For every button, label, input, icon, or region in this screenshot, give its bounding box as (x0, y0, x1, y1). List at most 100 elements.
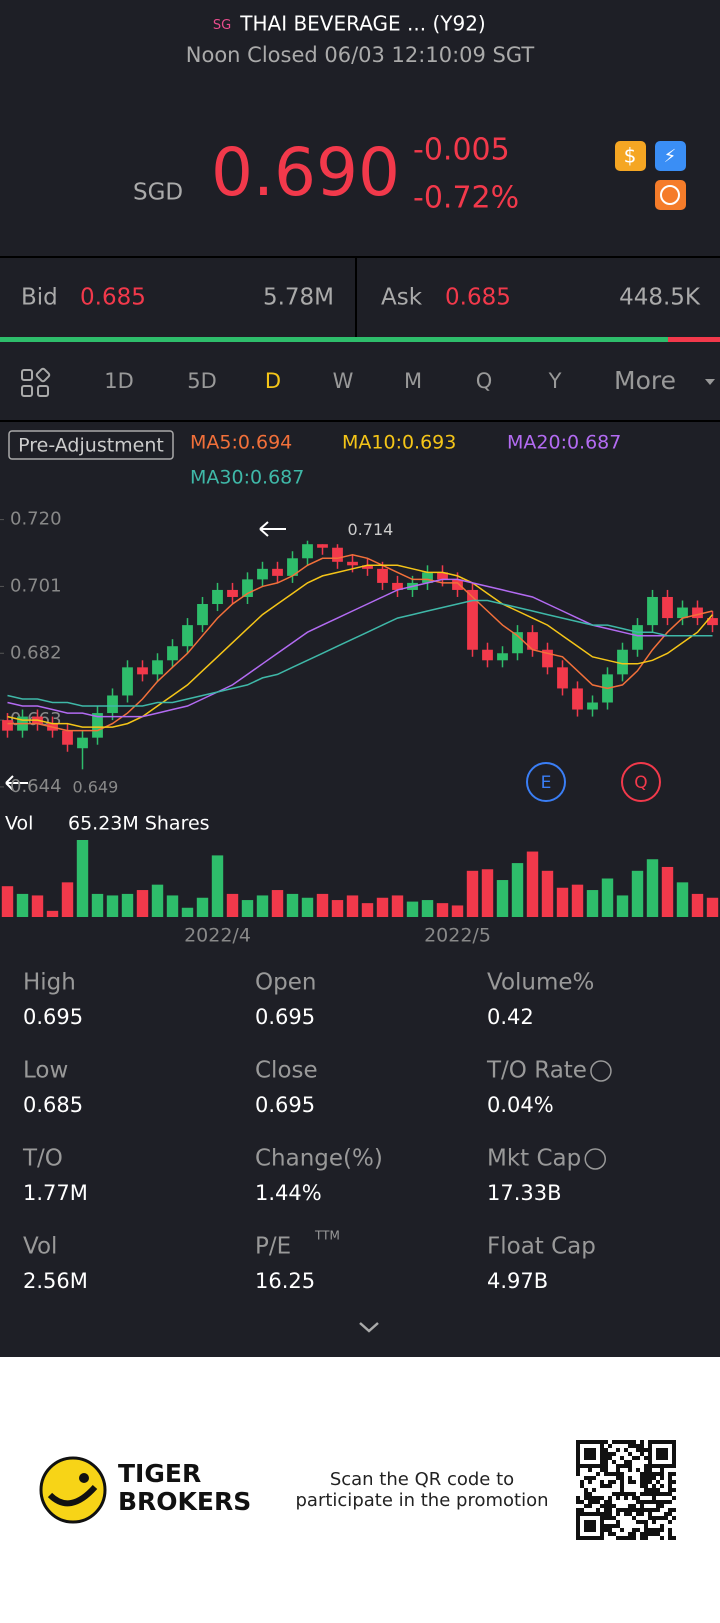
qr-module (604, 1528, 608, 1532)
candle-body (392, 582, 403, 590)
qr-module (624, 1512, 628, 1516)
y-tick-label: 0.701 (10, 575, 62, 596)
qr-module (640, 1476, 644, 1480)
footer-background (0, 1357, 720, 1623)
qr-module (660, 1468, 664, 1472)
event-marker[interactable] (526, 762, 566, 802)
period-tab[interactable]: More (614, 366, 676, 395)
period-tab[interactable]: Y (548, 369, 562, 393)
candle-body (332, 547, 343, 562)
candle-body (632, 625, 643, 650)
stat-label-sup: TTM (314, 1229, 340, 1243)
qr-module (624, 1464, 628, 1468)
qr-module (592, 1500, 596, 1504)
qr-module (640, 1472, 644, 1476)
qr-module (584, 1496, 588, 1500)
candle-body (287, 558, 298, 576)
qr-module (620, 1536, 624, 1540)
qr-module (612, 1452, 616, 1456)
stat-label: Close (255, 1058, 318, 1084)
qr-module (656, 1488, 660, 1492)
qr-module (612, 1440, 616, 1444)
qr-module (612, 1492, 616, 1496)
candle-body (242, 579, 253, 597)
qr-module (592, 1476, 596, 1480)
qr-module (596, 1508, 600, 1512)
qr-module (640, 1480, 644, 1484)
qr-module (620, 1484, 624, 1488)
qr-module (628, 1492, 632, 1496)
period-tab[interactable]: D (265, 369, 281, 393)
qr-module (644, 1500, 648, 1504)
stock-title: THAI BEVERAGE ... (Y92) (239, 12, 485, 36)
stat-label: Mkt Cap (487, 1146, 581, 1172)
period-tab[interactable]: 5D (187, 369, 217, 393)
event-marker[interactable] (621, 762, 661, 802)
qr-module (648, 1512, 652, 1516)
qr-module (672, 1508, 676, 1512)
qr-module (624, 1440, 628, 1444)
qr-module (636, 1448, 640, 1452)
stat-value: 16.25 (255, 1269, 315, 1293)
qr-module (624, 1508, 628, 1512)
volume-bar (301, 897, 314, 917)
qr-module (652, 1496, 656, 1500)
period-tab[interactable]: 1D (104, 369, 134, 393)
promo-text: participate in the promotion (296, 1490, 549, 1511)
qr-module (588, 1496, 592, 1500)
layout-icon[interactable] (21, 367, 51, 397)
qr-module (632, 1508, 636, 1512)
qr-finder (576, 1512, 604, 1540)
qr-module (628, 1512, 632, 1516)
qr-module (588, 1492, 592, 1496)
adjustment-label[interactable]: Pre-Adjustment (18, 435, 164, 457)
qr-module (608, 1496, 612, 1500)
qr-module (660, 1536, 664, 1540)
qr-module (668, 1476, 672, 1480)
qr-module (608, 1512, 612, 1516)
qr-module (628, 1452, 632, 1456)
qr-module (576, 1500, 580, 1504)
qr-module (628, 1480, 632, 1484)
volume-bar (286, 893, 299, 917)
candle-body (467, 589, 478, 650)
qr-module (656, 1492, 660, 1496)
qr-module (604, 1452, 608, 1456)
volume-bar (331, 900, 344, 917)
volume-value: 65.23M Shares (68, 813, 210, 835)
ma-legend: MA5:0.694 (190, 432, 292, 454)
period-tab[interactable]: Q (476, 369, 493, 393)
volume-bar (376, 897, 389, 917)
ma-legend: MA10:0.693 (342, 432, 456, 454)
event-label: E (541, 773, 552, 793)
qr-module (584, 1504, 588, 1508)
qr-module (640, 1444, 644, 1448)
x-tick-label: 2022/5 (424, 925, 491, 947)
y-tick-label: 0.720 (10, 509, 62, 530)
qr-module (632, 1440, 636, 1444)
adjustment-toggle[interactable] (8, 430, 174, 460)
period-tab[interactable]: W (333, 369, 354, 393)
qr-module (620, 1476, 624, 1480)
qr-module (644, 1492, 648, 1496)
qr-module (620, 1528, 624, 1532)
qr-module (628, 1464, 632, 1468)
qr-module (588, 1504, 592, 1508)
candle-body (212, 589, 223, 605)
qr-module (636, 1456, 640, 1460)
volume-bar (211, 855, 224, 917)
period-tab[interactable]: M (404, 369, 422, 393)
qr-module (628, 1476, 632, 1480)
expand-chevron[interactable] (359, 1322, 379, 1333)
info-icon[interactable] (590, 1060, 612, 1082)
qr-module (616, 1492, 620, 1496)
qr-module (624, 1536, 628, 1540)
candle-body (77, 737, 88, 749)
info-icon[interactable] (584, 1148, 606, 1170)
volume-bar (571, 884, 584, 917)
qr-module (652, 1488, 656, 1492)
candle-body (152, 660, 163, 675)
qr-module (668, 1528, 672, 1532)
qr-module (644, 1468, 648, 1472)
